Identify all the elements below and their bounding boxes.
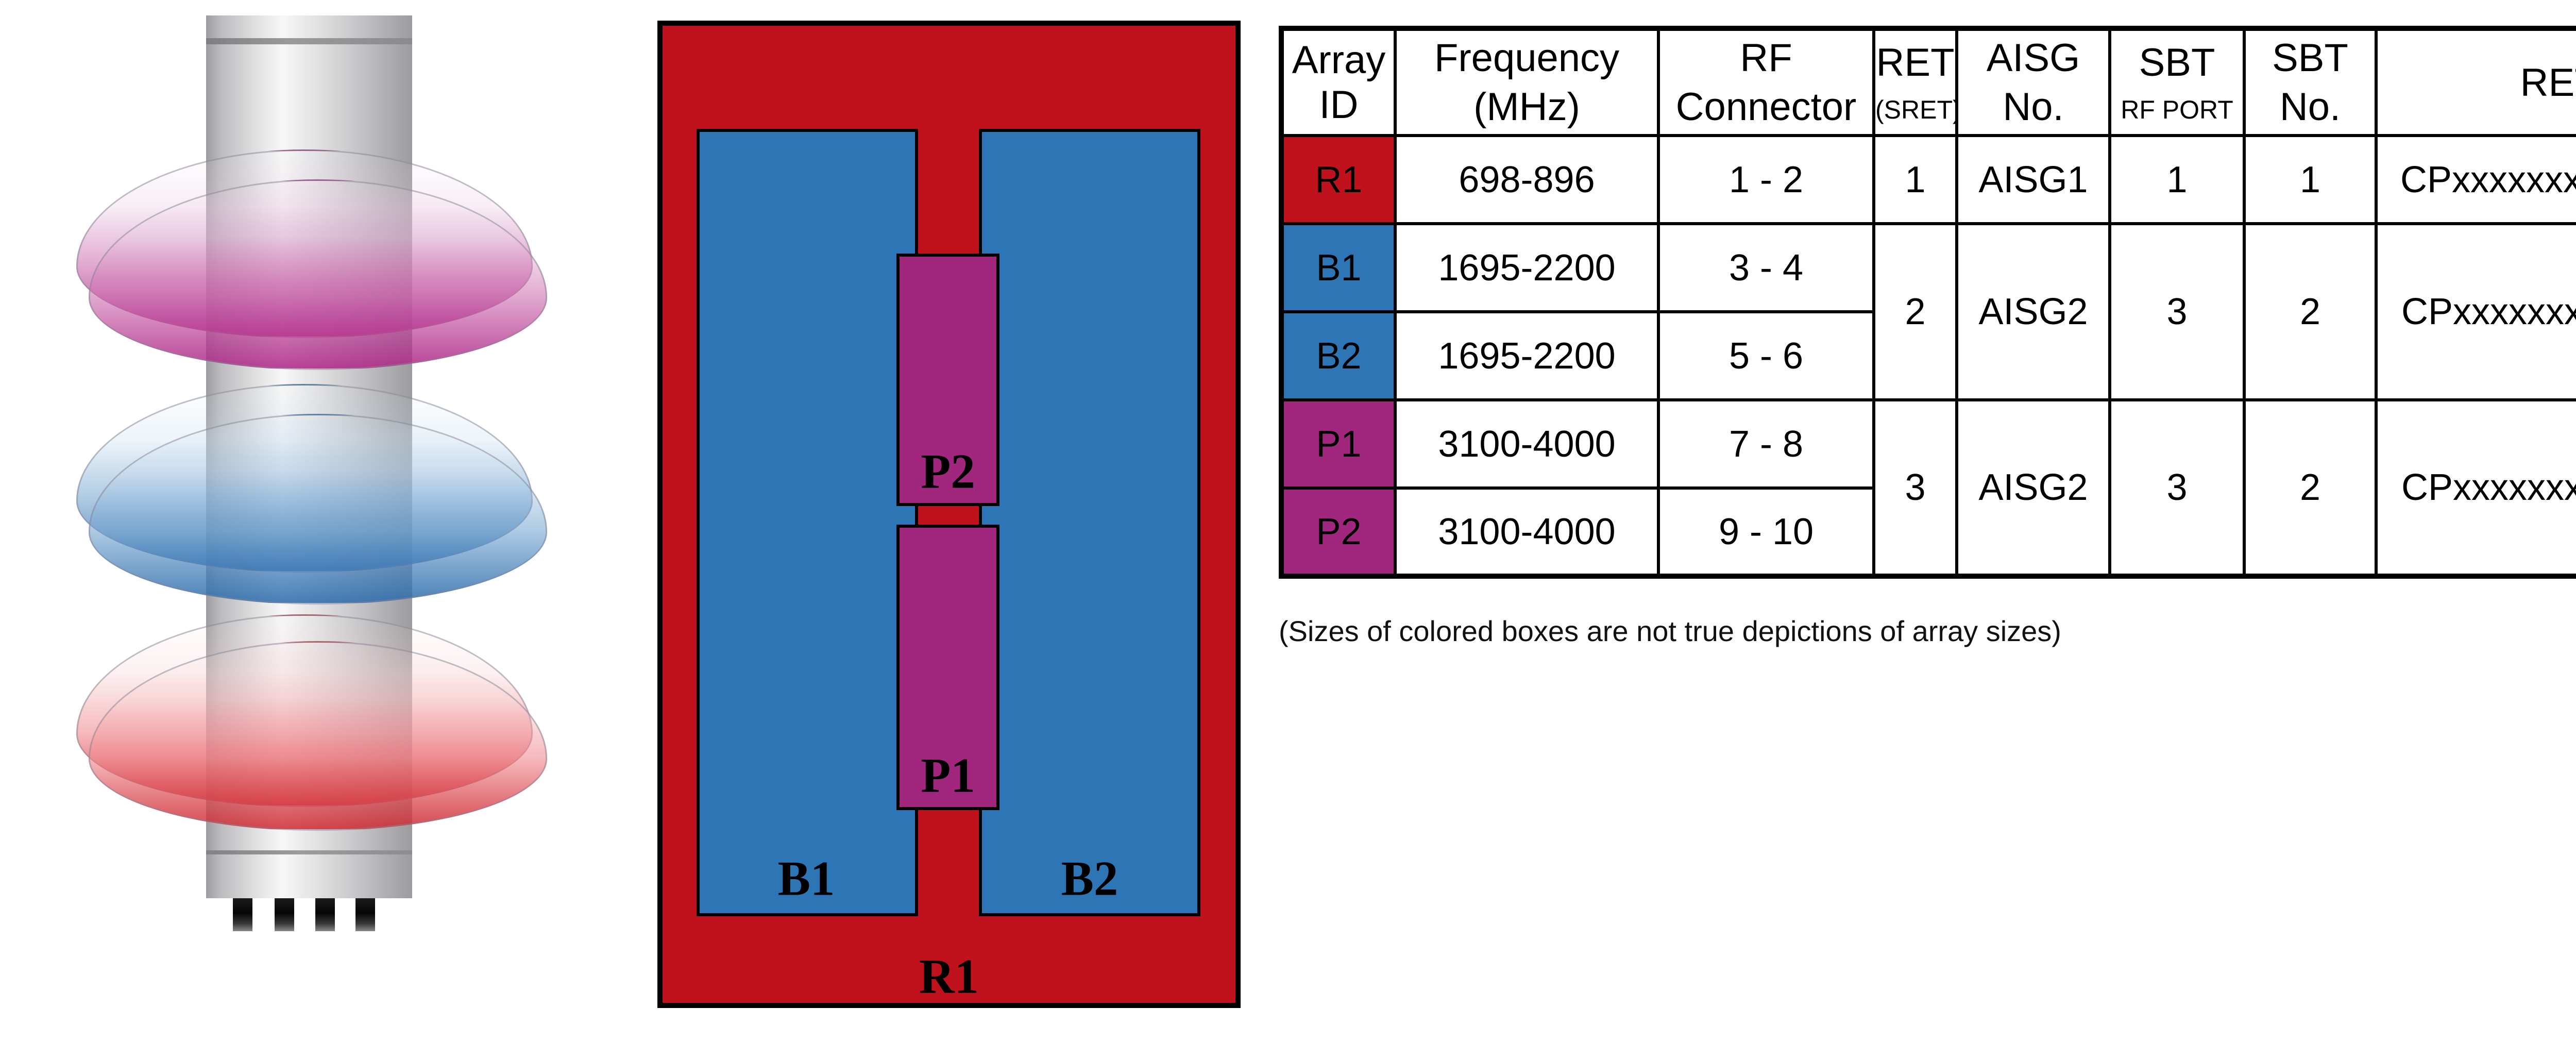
p2-array-region xyxy=(896,254,999,506)
table-row-r1: R1 698-896 1 - 2 1 AISG1 1 1 CPxxxxxxxxx… xyxy=(1280,134,2576,225)
aisg-header-line2: No. xyxy=(2003,85,2064,129)
b1-array-region xyxy=(697,129,918,916)
blue-beam-front xyxy=(89,414,547,605)
antenna-connector-2 xyxy=(275,898,294,931)
antenna-illustration xyxy=(0,0,592,1041)
rf-connector-cell-p2: 9 - 10 xyxy=(1657,486,1875,578)
b1-label: B1 xyxy=(777,851,835,906)
array-id-cell-p2: P2 xyxy=(1280,486,1397,578)
sbt-no-cell-b-group: 2 xyxy=(2243,222,2378,401)
cylinder-bottom-band xyxy=(206,850,412,854)
array-spec-table: Array ID Frequency (MHz) RF Connector RE… xyxy=(1279,26,2576,579)
rf-connector-cell-b2: 5 - 6 xyxy=(1657,310,1875,401)
array-id-cell-p1: P1 xyxy=(1280,398,1397,490)
size-disclaimer-note: (Sizes of colored boxes are not true dep… xyxy=(1279,615,2061,647)
ret-cell-p-group: 3 xyxy=(1872,398,1958,578)
p1-array-region xyxy=(896,525,999,810)
sbt-no-header-line1: SBT xyxy=(2272,36,2348,80)
rf-connector-header-line2: Connector xyxy=(1675,85,1857,129)
cylinder-top-band xyxy=(206,38,412,44)
table-row-b1: B1 1695-2200 3 - 4 2 AISG2 3 2 CPxxxxxxx… xyxy=(1280,222,2576,401)
rf-connector-cell-b1: 3 - 4 xyxy=(1657,222,1875,313)
ret-cell-r1: 1 xyxy=(1872,134,1958,225)
sbt-rf-port-cell-p-group: 3 xyxy=(2108,398,2246,578)
frequency-header-line2: (MHz) xyxy=(1473,85,1580,129)
sbt-rf-port-cell-b-group: 3 xyxy=(2108,222,2246,401)
sbt-no-cell-r1: 1 xyxy=(2243,134,2378,225)
frequency-cell-p1: 3100-4000 xyxy=(1394,398,1660,490)
col-header-rf-connector: RF Connector xyxy=(1657,27,1875,137)
ret-header-line2: (SRET) xyxy=(1875,95,1957,124)
col-header-ret: RET (SRET) xyxy=(1872,27,1958,137)
aisg-header-line1: AISG xyxy=(1986,36,2080,80)
col-header-aisg: AISG No. xyxy=(1955,27,2111,137)
array-id-cell-b2: B2 xyxy=(1280,310,1397,401)
ret-uid-cell-b-group: CPxxxxxxxxxxxxxxxxB1 xyxy=(2375,222,2576,401)
magenta-beam-front xyxy=(89,179,547,370)
array-id-header-text: Array ID xyxy=(1292,38,1386,127)
col-header-array-id: Array ID xyxy=(1280,27,1397,137)
antenna-connector-1 xyxy=(233,898,252,931)
sbt-no-header-line2: No. xyxy=(2279,85,2341,129)
frequency-cell-p2: 3100-4000 xyxy=(1394,486,1660,578)
frequency-cell-b1: 1695-2200 xyxy=(1394,222,1660,313)
ret-uid-header-text: RET UID xyxy=(2520,60,2576,105)
b2-label: B2 xyxy=(1061,851,1118,906)
sbt-rf-port-cell-r1: 1 xyxy=(2108,134,2246,225)
col-header-frequency: Frequency (MHz) xyxy=(1394,27,1660,137)
r1-label: R1 xyxy=(919,949,979,1004)
aisg-cell-r1: AISG1 xyxy=(1955,134,2111,225)
table-row-b2: B2 1695-2200 5 - 6 xyxy=(1280,310,2576,401)
frequency-cell-r1: 698-896 xyxy=(1394,134,1660,225)
sbt-rf-port-header-line1: SBT xyxy=(2139,41,2215,85)
ret-uid-cell-r1: CPxxxxxxxxxxxxxxxxR1 xyxy=(2375,134,2576,225)
rf-connector-header-line1: RF xyxy=(1740,36,1792,80)
table-row-p1: P1 3100-4000 7 - 8 3 AISG2 3 2 CPxxxxxxx… xyxy=(1280,398,2576,578)
aisg-cell-b-group: AISG2 xyxy=(1955,222,2111,401)
array-id-cell-r1: R1 xyxy=(1280,134,1397,225)
ret-cell-b-group: 2 xyxy=(1872,222,1958,401)
array-id-cell-b1: B1 xyxy=(1280,222,1397,313)
col-header-ret-uid: RET UID xyxy=(2375,27,2576,137)
rf-connector-cell-r1: 1 - 2 xyxy=(1657,134,1875,225)
col-header-sbt-rf-port: SBT RF PORT xyxy=(2108,27,2246,137)
aisg-cell-p-group: AISG2 xyxy=(1955,398,2111,578)
col-header-sbt-no: SBT No. xyxy=(2243,27,2378,137)
sbt-no-cell-p-group: 2 xyxy=(2243,398,2378,578)
p2-label: P2 xyxy=(921,444,975,499)
table-header-row: Array ID Frequency (MHz) RF Connector RE… xyxy=(1280,27,2576,137)
rf-connector-cell-p1: 7 - 8 xyxy=(1657,398,1875,490)
sbt-rf-port-header-line2: RF PORT xyxy=(2121,95,2233,124)
antenna-connector-4 xyxy=(355,898,375,931)
frequency-header-line1: Frequency xyxy=(1434,36,1620,80)
ret-uid-cell-p-group: CPxxxxxxxxxxxxxxxxP1 xyxy=(2375,398,2576,578)
ret-header-line1: RET xyxy=(1876,41,1955,85)
antenna-connector-3 xyxy=(315,898,335,931)
table-row-p2: P2 3100-4000 9 - 10 xyxy=(1280,486,2576,578)
p1-label: P1 xyxy=(921,748,975,803)
red-beam-front xyxy=(89,641,547,831)
b2-array-region xyxy=(979,129,1200,916)
frequency-cell-b2: 1695-2200 xyxy=(1394,310,1660,401)
array-layout-diagram: P2 P1 B1 B2 R1 xyxy=(657,21,1241,1008)
